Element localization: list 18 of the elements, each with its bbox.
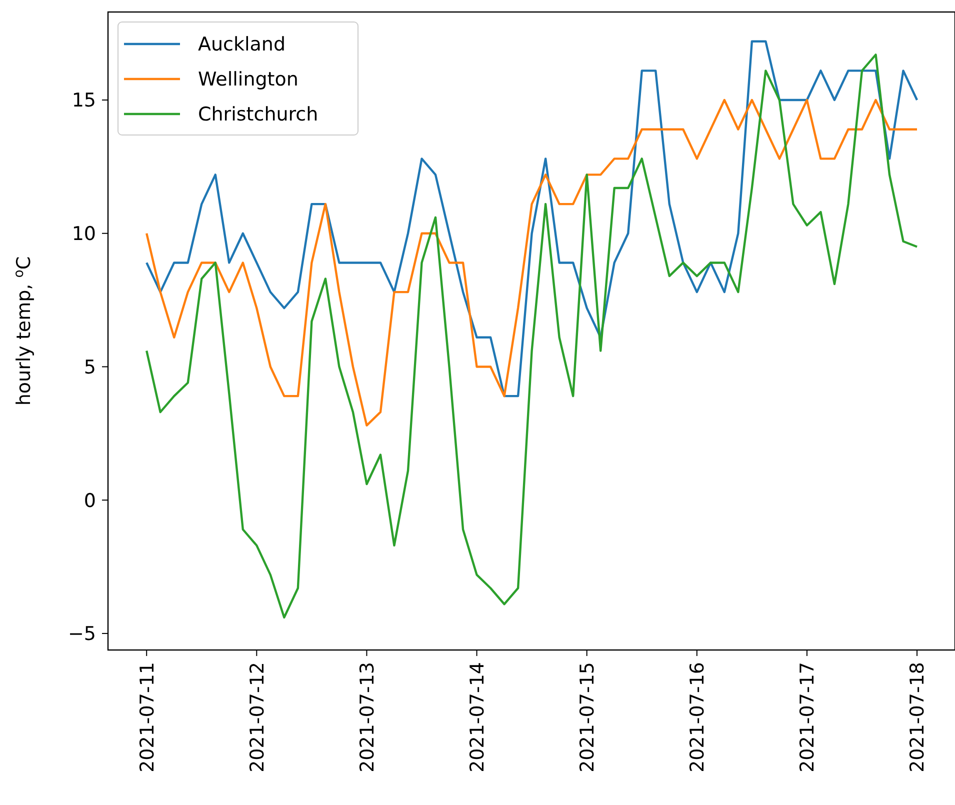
- line-series: [145, 54, 918, 619]
- line-series: [145, 98, 918, 427]
- x-tick-label: 2021-07-11: [136, 662, 158, 772]
- y-tick-label: 5: [84, 356, 96, 378]
- y-tick-label: −5: [68, 623, 96, 646]
- x-tick-label: 2021-07-15: [576, 662, 598, 772]
- x-tick-label: 2021-07-12: [246, 662, 268, 772]
- y-tick-label: 15: [72, 90, 96, 112]
- x-tick-label: 2021-07-14: [466, 662, 488, 772]
- x-tick-label: 2021-07-17: [796, 662, 819, 772]
- x-tick-label: 2021-07-13: [356, 662, 378, 772]
- y-tick-label: 10: [72, 223, 96, 246]
- x-tick-label: 2021-07-18: [906, 662, 929, 772]
- y-tick-label: 0: [84, 490, 96, 512]
- legend-label: Auckland: [198, 34, 286, 56]
- legend-label: Wellington: [198, 68, 298, 91]
- x-tick-label: 2021-07-16: [686, 662, 709, 772]
- legend-label: Christchurch: [198, 104, 318, 126]
